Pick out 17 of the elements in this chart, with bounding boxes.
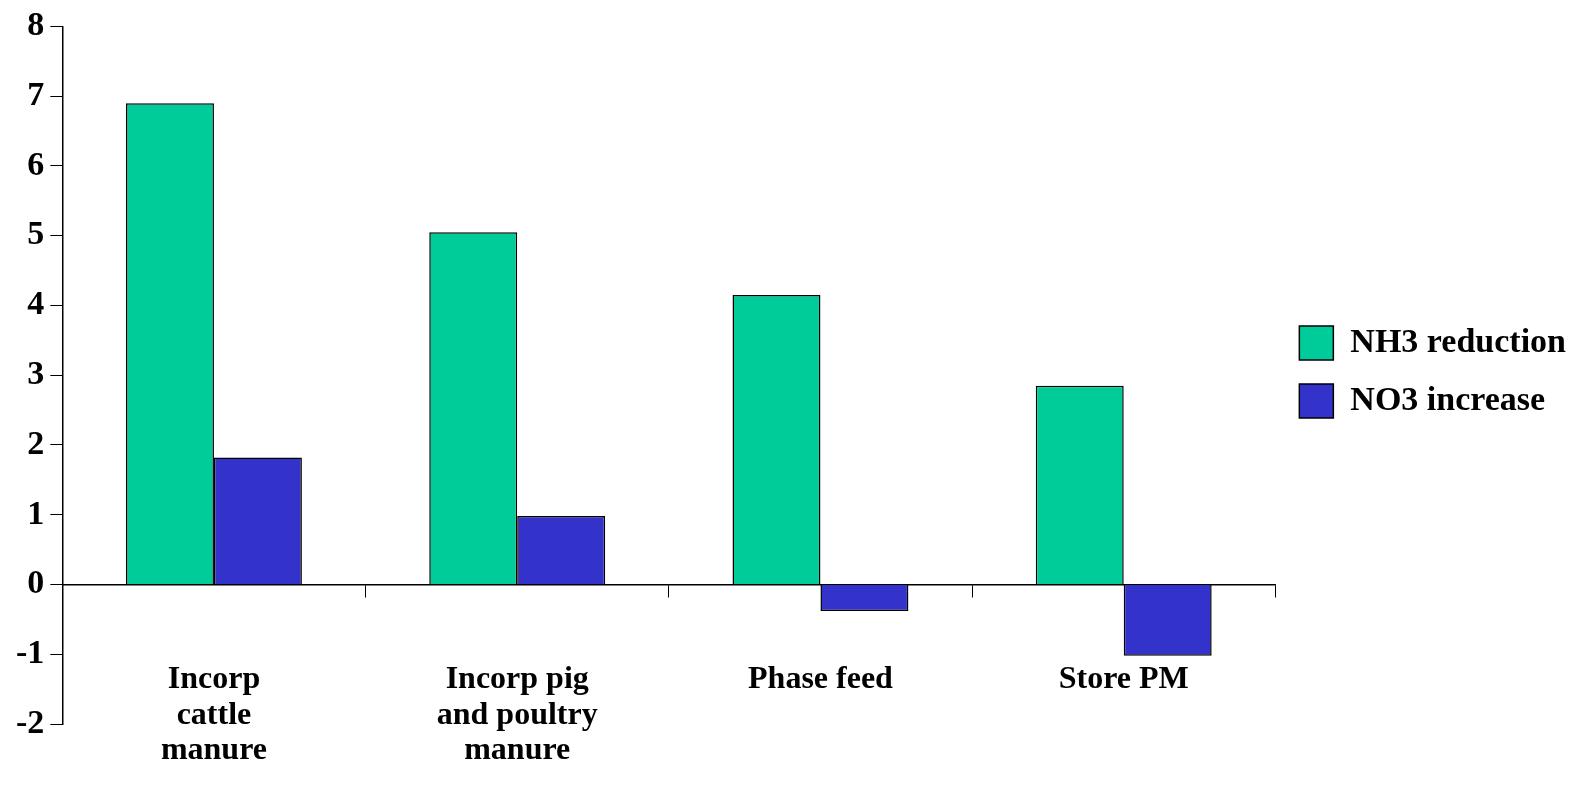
legend-label: NH3 reduction — [1350, 321, 1567, 359]
y-tick-label: 8 — [27, 5, 45, 43]
x-tick-label: Phase feed — [748, 659, 894, 696]
y-tick-label: 2 — [27, 423, 45, 461]
y-tick-label: 6 — [27, 144, 45, 182]
y-tick-label: -1 — [15, 633, 45, 671]
y-tick-label: 1 — [27, 493, 45, 531]
legend-label: NO3 increase — [1350, 379, 1546, 417]
y-tick-label: -2 — [15, 702, 45, 740]
y-tick-label: 7 — [27, 74, 45, 112]
y-tick-label: 5 — [27, 214, 45, 252]
y-tick-label: 3 — [27, 353, 45, 391]
x-tick-label: Incorp cattle manure — [160, 659, 267, 766]
y-tick-label: 4 — [27, 284, 45, 322]
y-tick-label: 0 — [27, 563, 45, 601]
x-tick-label: Incorp pig and poultry manure — [436, 659, 598, 766]
x-tick-label: Store PM — [1058, 659, 1189, 696]
